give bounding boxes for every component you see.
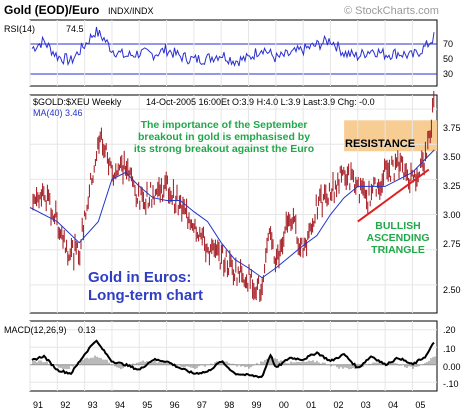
symbol-label: $GOLD:$XEU Weekly	[33, 97, 122, 107]
x-tick-label: 05	[415, 400, 425, 410]
x-tick-label: 04	[388, 400, 398, 410]
x-tick-label: 92	[60, 400, 70, 410]
macd-label: MACD(12,26,9)	[4, 325, 67, 335]
macd-grid	[29, 321, 437, 391]
price-tick-250: 2.50	[443, 285, 461, 295]
pattern-line-1: BULLISH	[375, 220, 421, 232]
resistance-label: RESISTANCE	[345, 138, 415, 150]
macd-tick-000: 0.00	[443, 362, 461, 372]
x-tick-label: 91	[33, 400, 43, 410]
resistance-band	[344, 120, 437, 152]
caption-line-1: Gold in Euros:	[88, 269, 191, 286]
chart-title: Gold (EOD)/Euro	[4, 3, 99, 17]
commentary-line-1: The importance of the September	[141, 119, 308, 131]
ma-label: MA(40) 3.46	[33, 108, 83, 118]
rsi-panel: RSI(14) 74.5 70 50 30	[4, 19, 453, 87]
rsi-frame	[29, 19, 438, 87]
x-tick-label: 95	[142, 400, 152, 410]
ma40-series	[29, 149, 435, 279]
commentary-line-2: breakout in gold is emphasised by	[138, 131, 310, 143]
x-tick-label: 98	[224, 400, 234, 410]
pattern-line-2: ASCENDING	[366, 232, 429, 244]
x-tick-label: 97	[197, 400, 207, 410]
x-tick-label: 99	[252, 400, 262, 410]
price-tick-325: 3.25	[443, 181, 461, 191]
rsi-series	[31, 26, 435, 67]
price-grid	[29, 95, 437, 313]
macd-value: 0.13	[78, 325, 96, 335]
copyright: © StockCharts.com	[344, 5, 439, 17]
commentary-line-3: its strong breakout against the Euro	[134, 143, 314, 155]
x-tick-label: 02	[333, 400, 343, 410]
price-tick-375: 3.75	[443, 123, 461, 133]
pattern-line-3: TRIANGLE	[371, 244, 425, 256]
macd-frame	[29, 320, 438, 392]
price-bars	[32, 90, 435, 302]
macd-tick-010: .10	[443, 344, 456, 354]
rsi-tick-70: 70	[443, 39, 453, 49]
price-tick-300: 3.00	[443, 210, 461, 220]
macd-tick-020: .20	[443, 325, 456, 335]
exchange-label: INDX/INDX	[108, 6, 154, 16]
quote-line: 14-Oct-2005 16:00Et O:3.9 H:4.0 L:3.9 La…	[146, 97, 375, 107]
rsi-value: 74.5	[66, 24, 84, 34]
x-tick-label: 94	[115, 400, 125, 410]
x-tick-label: 01	[306, 400, 316, 410]
price-panel: $GOLD:$XEU Weekly 14-Oct-2005 16:00Et O:…	[29, 90, 461, 314]
rsi-tick-30: 30	[443, 69, 453, 79]
rsi-tick-50: 50	[443, 54, 453, 64]
macd-tick-neg010: -.10	[443, 379, 459, 389]
macd-series	[31, 339, 435, 379]
rsi-label: RSI(14)	[4, 24, 35, 34]
x-tick-label: 96	[170, 400, 180, 410]
macd-panel: MACD(12,26,9) 0.13 .20 .10 0.00 -.10	[4, 320, 461, 392]
price-tick-350: 3.50	[443, 152, 461, 162]
x-tick-label: 03	[361, 400, 371, 410]
caption-line-2: Long-term chart	[88, 287, 203, 304]
price-tick-275: 2.75	[443, 239, 461, 249]
x-tick-label: 00	[279, 400, 289, 410]
x-tick-label: 93	[88, 400, 98, 410]
x-axis-labels: 91 92 93 94 95 96 97 98 99 00 01 02 03 04 05	[33, 400, 425, 410]
ascending-trendline	[357, 168, 430, 223]
